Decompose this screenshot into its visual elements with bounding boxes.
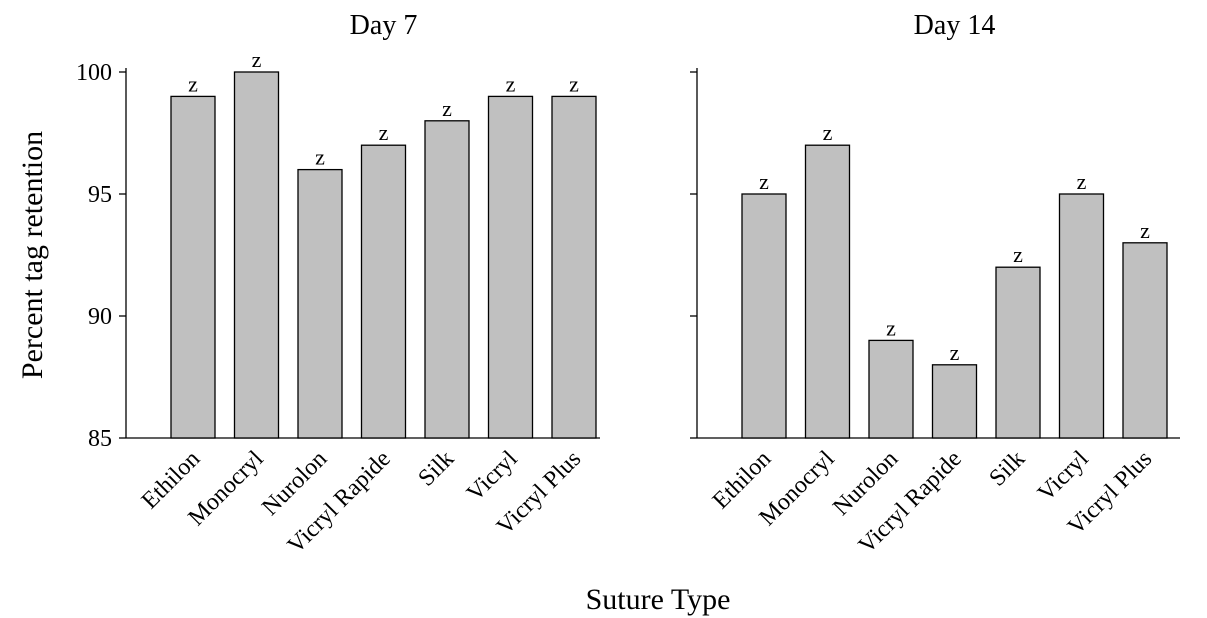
x-tick-label: Vicryl [1033, 446, 1094, 507]
bar-label: z [886, 315, 896, 340]
bar [931, 364, 978, 439]
x-tick-label: Vicryl [462, 446, 523, 507]
x-axis-title: Suture Type [586, 583, 731, 616]
bar [360, 144, 407, 439]
bar-label: z [506, 71, 516, 96]
bar-label: z [1013, 242, 1023, 267]
x-tick-label: Silk [414, 446, 460, 492]
bar-label: z [442, 96, 452, 121]
panel-title: Day 14 [914, 10, 996, 41]
bar [233, 71, 280, 439]
bar [424, 120, 470, 439]
y-tick-label: 100 [76, 60, 112, 86]
y-tick-label: 85 [88, 426, 112, 452]
bar-label: z [188, 71, 198, 96]
bar [1122, 242, 1168, 439]
bar-label: z [379, 120, 389, 145]
bar-label: z [759, 169, 769, 194]
bar [297, 168, 343, 439]
bar [804, 144, 851, 439]
x-tick-label: Silk [985, 446, 1031, 492]
bar [1058, 193, 1105, 439]
panel-title: Day 7 [350, 10, 418, 41]
y-tick-label: 95 [88, 182, 112, 208]
bar [741, 193, 787, 439]
bar-label: z [569, 71, 579, 96]
bar [995, 266, 1041, 439]
bar-label: z [950, 340, 960, 365]
bar [551, 95, 597, 439]
bar-label: z [315, 145, 325, 170]
bar-label: z [252, 47, 262, 72]
bar [487, 95, 534, 439]
y-axis-title: Percent tag retention [16, 131, 49, 379]
bar-label: z [1077, 169, 1087, 194]
y-tick-label: 90 [88, 304, 112, 330]
bar-label: z [823, 120, 833, 145]
bar [170, 95, 216, 439]
bar-label: z [1140, 218, 1150, 243]
bar [868, 339, 914, 439]
